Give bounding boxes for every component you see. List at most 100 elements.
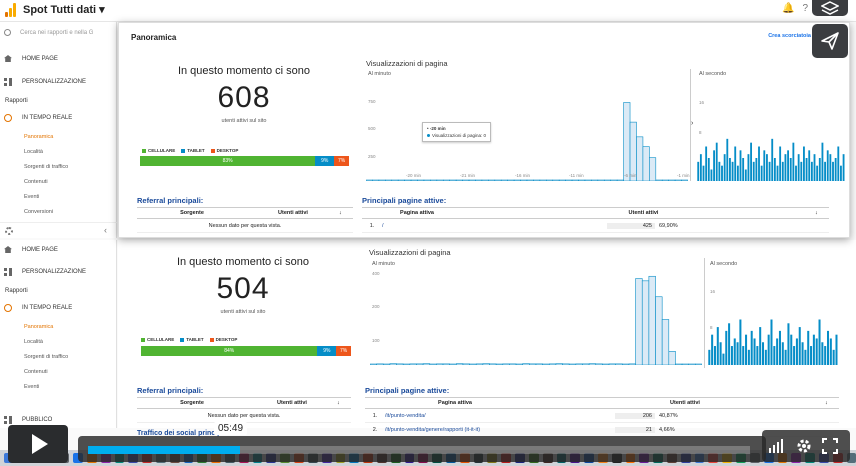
pages-title: Principali pagine attive: <box>362 196 447 205</box>
row-index: 1. <box>372 412 378 419</box>
legend-desktop: DESKTOP <box>209 337 237 342</box>
chevron-right-icon[interactable]: › <box>691 120 694 127</box>
volume-bars-icon[interactable] <box>768 438 786 454</box>
chart-bar <box>552 179 560 181</box>
chart-bar <box>721 165 723 181</box>
sidebar-item-customization[interactable]: PERSONALIZZAZIONE <box>4 78 86 86</box>
page-title: Panoramica <box>131 33 177 42</box>
chart-bar <box>571 179 579 181</box>
chart-bar <box>602 363 610 365</box>
play-button[interactable] <box>8 425 68 463</box>
sidebar-sub-conversions[interactable]: Conversioni <box>24 209 54 215</box>
per-second-chart <box>697 138 845 181</box>
sidebar-item-audience-lower[interactable]: PUBBLICO <box>4 416 52 424</box>
chart-bar <box>733 338 736 365</box>
chart-bar <box>548 363 557 365</box>
chart-bar <box>655 179 663 181</box>
sort-icon[interactable]: ↓ <box>337 400 340 406</box>
table-header: Pagina attiva Utenti attivi ↓ <box>362 208 829 219</box>
chart-bar <box>773 346 776 365</box>
row-count: 21 <box>615 426 655 433</box>
chart-bar <box>603 179 612 181</box>
referral-table-lower: Sorgente Utenti attivi ↓ Nessun dato per… <box>137 397 351 423</box>
row-page-link[interactable]: /it/punto-vendita/ <box>385 412 426 419</box>
sidebar-sub-traffic-sources[interactable]: Sorgenti di traffico <box>24 164 69 170</box>
create-shortcut-link[interactable]: Crea scorciatoia <box>768 33 811 39</box>
device-share-segment: 9% <box>315 156 335 166</box>
chart-bar <box>562 363 570 365</box>
sidebar-sub-overview[interactable]: Panoramica <box>24 134 54 140</box>
x-tick: -6 min <box>624 173 637 178</box>
chart-bar <box>824 346 827 365</box>
row-count: 206 <box>615 412 655 419</box>
help-icon[interactable]: ? <box>802 3 816 14</box>
sort-icon[interactable]: ↓ <box>339 210 342 216</box>
chart-bar <box>385 179 393 181</box>
chart-bar <box>767 334 770 365</box>
legend-mobile: CELLULARE <box>142 148 175 153</box>
sidebar-sub-events-lower[interactable]: Eventi <box>24 384 40 390</box>
tooltip-value: Visualizzazioni di pagina: 0 <box>427 132 486 139</box>
row-count: 425 <box>607 222 655 229</box>
chart-bar <box>468 179 476 181</box>
chart-bar <box>813 154 816 181</box>
chart-bar <box>558 179 566 181</box>
settings-gear-icon[interactable] <box>796 438 812 454</box>
chart-bar <box>736 165 739 181</box>
col-source: Sorgente <box>180 210 204 216</box>
chart-bar <box>565 179 573 181</box>
layers-button[interactable] <box>812 0 848 16</box>
device-share-segment: 7% <box>334 156 349 166</box>
chart-bar <box>681 179 688 181</box>
taskbar-app-icon[interactable] <box>73 453 83 463</box>
progress-fill <box>88 446 241 454</box>
row-page-link[interactable]: /it/punto-vendita/genere/rapporti (it-it… <box>385 426 481 433</box>
row-page-link[interactable]: / <box>382 222 384 229</box>
active-users-sub: utenti attivi sul sito <box>221 118 267 124</box>
y-tick: 8 <box>699 130 702 135</box>
sort-icon[interactable]: ↓ <box>815 210 818 216</box>
sidebar-sub-events[interactable]: Eventi <box>24 194 40 200</box>
sidebar-sub-content[interactable]: Contenuti <box>24 179 48 185</box>
sidebar-sub-overview-lower[interactable]: Panoramica <box>24 324 54 330</box>
chart-bar <box>835 334 838 365</box>
share-button[interactable] <box>812 24 848 58</box>
chart-bar <box>810 346 813 365</box>
y-tick: 500 <box>368 126 376 131</box>
clock-icon <box>4 114 12 122</box>
progress-track[interactable] <box>88 446 750 454</box>
chart-bar <box>795 338 798 365</box>
device-share-segment: 7% <box>336 346 351 356</box>
taskbar-app-icon[interactable] <box>846 453 856 463</box>
tooltip-title: • -20 min <box>427 126 446 131</box>
sidebar-sub-content-lower[interactable]: Contenuti <box>24 369 48 375</box>
sidebar-sub-traffic-lower[interactable]: Sorgenti di traffico <box>24 354 69 360</box>
collapse-icon[interactable]: ‹ <box>104 225 107 235</box>
sidebar-item-home-lower[interactable]: HOME PAGE <box>4 246 58 253</box>
gear-icon[interactable] <box>5 227 13 235</box>
chart-bar <box>442 363 450 365</box>
chart-bar <box>372 179 380 181</box>
sidebar-item-realtime[interactable]: IN TEMPO REALE <box>4 114 72 122</box>
sidebar-sub-locations-lower[interactable]: Località <box>24 339 43 345</box>
chart-bar <box>616 179 624 181</box>
sidebar-search[interactable]: Cerca nei rapporti e nella G <box>4 29 93 36</box>
sidebar-sub-locations[interactable]: Località <box>24 149 43 155</box>
device-legend: CELLULARE TABLET DESKTOP <box>142 148 238 153</box>
notifications-icon[interactable]: 🔔 <box>781 3 803 14</box>
sidebar-item-home[interactable]: HOME PAGE <box>4 55 58 62</box>
view-selector[interactable]: Spot Tutti dati ▾ <box>23 4 105 16</box>
sort-icon[interactable]: ↓ <box>825 400 828 406</box>
chart-bar <box>713 346 716 365</box>
video-progress-bar[interactable] <box>78 436 766 462</box>
chart-bar <box>832 349 835 365</box>
fullscreen-icon[interactable] <box>822 438 838 454</box>
y-tick: 200 <box>372 304 380 309</box>
chart-bar <box>575 363 583 365</box>
chart-bar <box>661 319 670 365</box>
sidebar-item-realtime-lower[interactable]: IN TEMPO REALE <box>4 304 72 312</box>
sidebar-item-customization-lower[interactable]: PERSONALIZZAZIONE <box>4 268 86 276</box>
chart-bar <box>752 161 755 181</box>
chart-bar <box>649 157 657 181</box>
referral-title-lower: Referral principali: <box>137 386 204 395</box>
